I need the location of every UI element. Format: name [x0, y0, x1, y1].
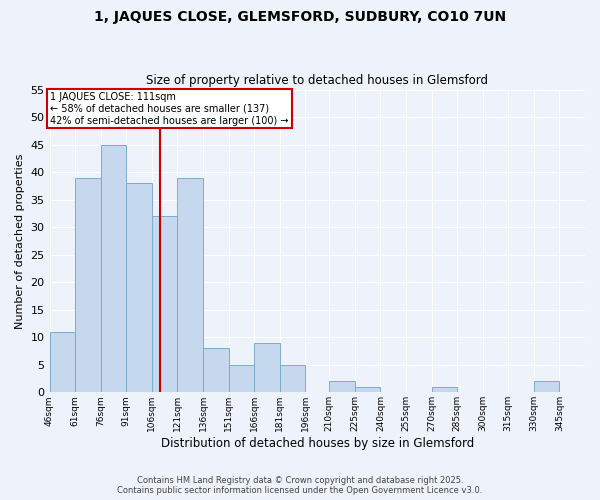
Bar	[534, 382, 559, 392]
Bar	[152, 216, 178, 392]
Bar	[101, 144, 126, 392]
Title: Size of property relative to detached houses in Glemsford: Size of property relative to detached ho…	[146, 74, 488, 87]
Bar	[178, 178, 203, 392]
Text: Contains HM Land Registry data © Crown copyright and database right 2025.
Contai: Contains HM Land Registry data © Crown c…	[118, 476, 482, 495]
Bar	[431, 387, 457, 392]
Bar	[280, 365, 305, 392]
Bar	[203, 348, 229, 393]
Text: 1, JAQUES CLOSE, GLEMSFORD, SUDBURY, CO10 7UN: 1, JAQUES CLOSE, GLEMSFORD, SUDBURY, CO1…	[94, 10, 506, 24]
Bar	[229, 365, 254, 392]
Bar	[254, 343, 280, 392]
Bar	[355, 387, 380, 392]
Y-axis label: Number of detached properties: Number of detached properties	[15, 153, 25, 328]
Bar	[50, 332, 75, 392]
Bar	[329, 382, 355, 392]
Bar	[126, 183, 152, 392]
X-axis label: Distribution of detached houses by size in Glemsford: Distribution of detached houses by size …	[161, 437, 474, 450]
Bar	[75, 178, 101, 392]
Text: 1 JAQUES CLOSE: 111sqm
← 58% of detached houses are smaller (137)
42% of semi-de: 1 JAQUES CLOSE: 111sqm ← 58% of detached…	[50, 92, 289, 126]
